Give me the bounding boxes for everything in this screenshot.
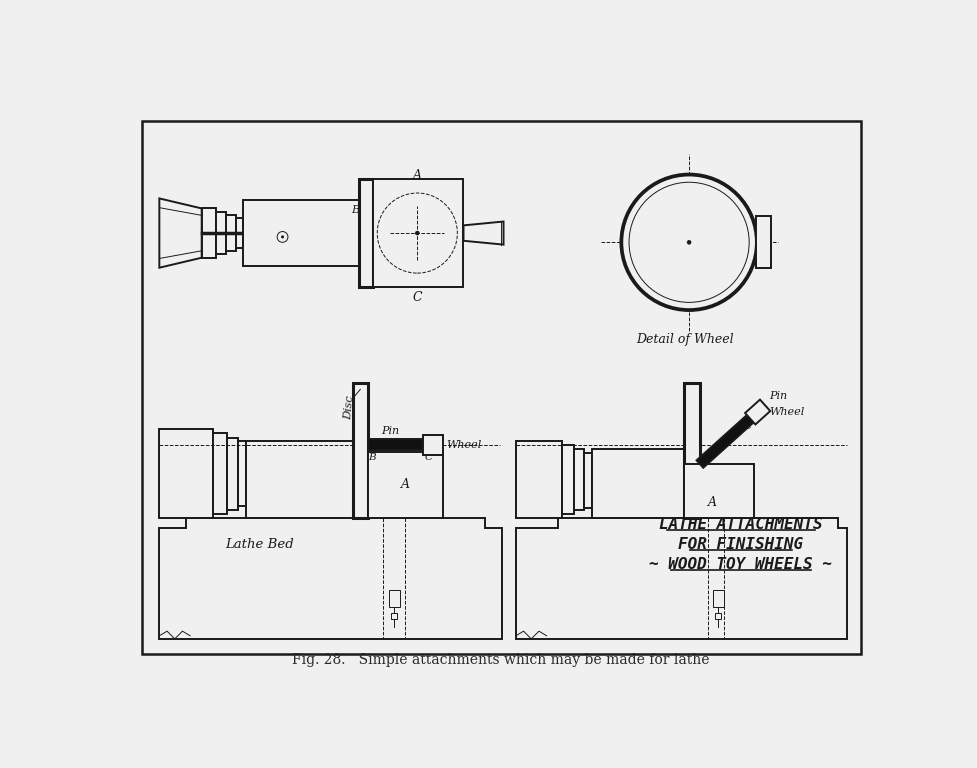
- Bar: [235, 217, 243, 249]
- Bar: [372, 179, 463, 287]
- Polygon shape: [159, 518, 501, 639]
- Bar: [213, 433, 227, 514]
- Polygon shape: [159, 198, 201, 268]
- Circle shape: [620, 174, 756, 310]
- Text: B: B: [701, 454, 708, 462]
- Text: Wheel: Wheel: [446, 440, 482, 450]
- Text: ~ WOOD TOY WHEELS ~: ~ WOOD TOY WHEELS ~: [649, 558, 831, 572]
- Polygon shape: [463, 221, 503, 245]
- Bar: [573, 449, 584, 510]
- Text: C: C: [412, 291, 422, 304]
- Bar: [562, 445, 573, 514]
- Bar: [159, 429, 213, 518]
- Text: FOR FINISHING: FOR FINISHING: [677, 538, 802, 552]
- Text: Lathe Bed: Lathe Bed: [225, 538, 293, 551]
- Text: LATHE ATTACHMENTS: LATHE ATTACHMENTS: [658, 518, 822, 532]
- Bar: [714, 613, 721, 619]
- Bar: [215, 212, 226, 254]
- Bar: [515, 441, 562, 518]
- Bar: [389, 590, 400, 607]
- Text: Wheel: Wheel: [768, 407, 803, 417]
- Text: Disc: Disc: [342, 396, 355, 420]
- Bar: [243, 200, 359, 266]
- Text: B: B: [367, 452, 375, 462]
- Bar: [201, 208, 215, 258]
- Text: A: A: [412, 169, 421, 182]
- Text: B: B: [351, 205, 360, 215]
- Polygon shape: [515, 518, 846, 639]
- Text: C: C: [743, 422, 751, 431]
- Text: A: A: [401, 478, 409, 492]
- Bar: [584, 452, 591, 508]
- Bar: [684, 383, 700, 518]
- Text: A: A: [707, 496, 716, 509]
- Text: Detail of Wheel: Detail of Wheel: [636, 333, 734, 346]
- Bar: [226, 215, 235, 251]
- Bar: [367, 452, 443, 518]
- Bar: [367, 439, 423, 450]
- Bar: [246, 441, 353, 518]
- Text: Pin: Pin: [768, 391, 786, 401]
- Bar: [353, 383, 367, 518]
- Bar: [591, 449, 684, 518]
- Bar: [423, 435, 443, 455]
- Text: C: C: [424, 452, 432, 462]
- Bar: [359, 179, 372, 287]
- Text: Pin: Pin: [381, 425, 399, 435]
- Bar: [237, 441, 246, 506]
- Bar: [712, 590, 723, 607]
- Bar: [227, 438, 237, 509]
- Bar: [391, 613, 397, 619]
- Circle shape: [415, 231, 419, 235]
- Circle shape: [687, 240, 691, 244]
- Polygon shape: [744, 399, 770, 425]
- Bar: [755, 216, 771, 269]
- Circle shape: [276, 231, 287, 243]
- Circle shape: [281, 236, 283, 238]
- Polygon shape: [696, 415, 753, 468]
- Bar: [684, 464, 753, 518]
- Text: Fig. 28.   Simple attachments which may be made for lathe: Fig. 28. Simple attachments which may be…: [292, 653, 709, 667]
